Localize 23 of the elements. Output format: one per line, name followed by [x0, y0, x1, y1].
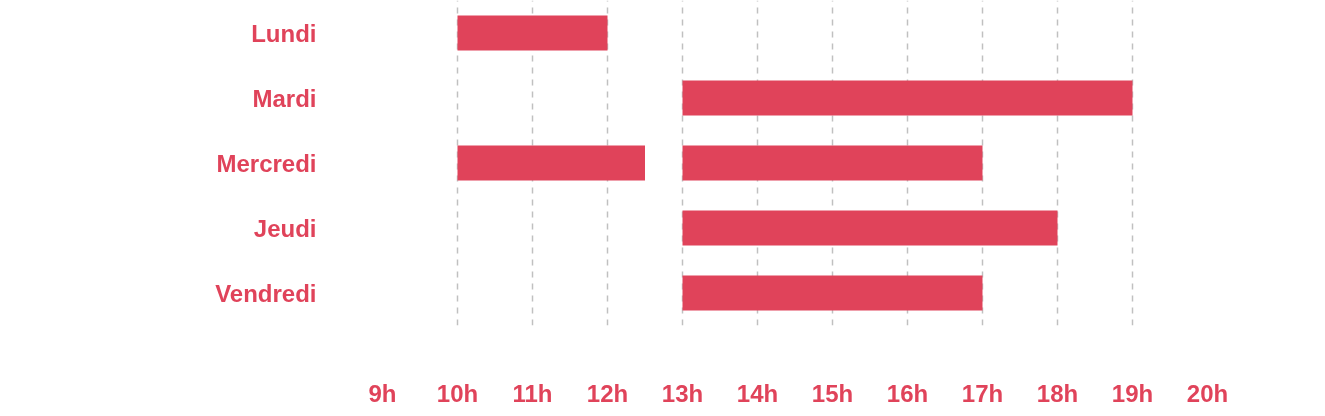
bar: [457, 15, 608, 51]
bar: [682, 145, 983, 181]
x-tick-label: 11h: [512, 379, 553, 407]
x-tick-label: 13h: [661, 379, 704, 407]
y-tick-label: Vendredi: [215, 279, 317, 307]
x-tick-label: 14h: [736, 379, 779, 407]
x-tick-label: 17h: [961, 379, 1004, 407]
y-tick-label: Mercredi: [216, 149, 317, 177]
x-tick-label: 10h: [436, 379, 479, 407]
x-tick-label: 19h: [1111, 379, 1154, 407]
bar: [457, 145, 645, 181]
x-tick-label: 16h: [886, 379, 929, 407]
bar: [682, 80, 1133, 116]
y-tick-label: Mardi: [252, 84, 317, 112]
x-tick-label: 9h: [368, 379, 397, 407]
y-tick-label: Jeudi: [253, 214, 317, 242]
y-tick-label: Lundi: [251, 19, 317, 47]
bar: [682, 275, 983, 311]
x-tick-label: 20h: [1186, 379, 1229, 407]
x-tick-label: 18h: [1036, 379, 1079, 407]
x-tick-label: 12h: [586, 379, 629, 407]
x-tick-label: 15h: [811, 379, 854, 407]
bar: [682, 210, 1058, 246]
